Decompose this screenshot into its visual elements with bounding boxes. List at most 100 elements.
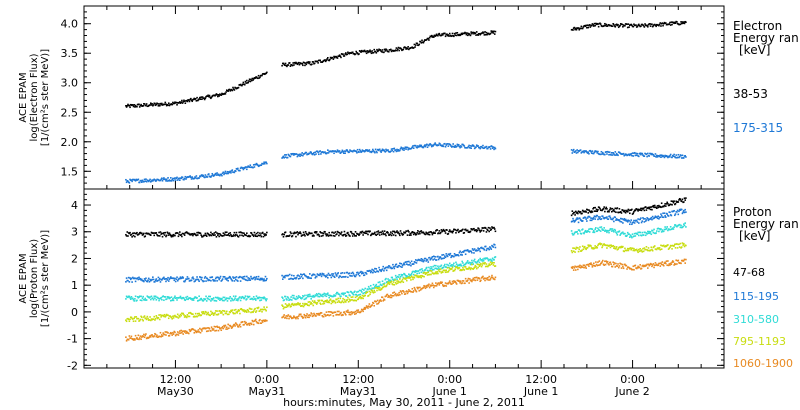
- data-point: [196, 96, 198, 99]
- data-point: [455, 283, 458, 285]
- data-point: [453, 32, 456, 35]
- data-point: [605, 217, 608, 219]
- data-point: [601, 228, 603, 230]
- data-point: [243, 167, 246, 170]
- data-point: [397, 46, 400, 49]
- data-point: [149, 316, 151, 318]
- data-point: [228, 313, 230, 316]
- data-point: [376, 299, 379, 302]
- data-point: [259, 310, 261, 312]
- data-point: [671, 200, 674, 203]
- data-point: [608, 229, 611, 232]
- data-point: [406, 146, 409, 149]
- data-point: [485, 231, 488, 233]
- data-point: [342, 152, 345, 154]
- data-point: [257, 306, 260, 309]
- data-point: [432, 286, 435, 289]
- data-point: [622, 25, 624, 28]
- data-point: [170, 276, 172, 278]
- data-point: [611, 25, 614, 28]
- data-point: [652, 263, 655, 265]
- data-point: [315, 232, 317, 234]
- data-point: [446, 267, 449, 269]
- data-point: [640, 25, 642, 28]
- data-point: [386, 231, 389, 233]
- data-point: [148, 319, 151, 321]
- data-point: [385, 285, 387, 288]
- data-point: [255, 76, 258, 78]
- data-point: [264, 275, 267, 278]
- data-point: [202, 174, 205, 177]
- data-point: [606, 260, 609, 263]
- series-1060-1900: [125, 258, 687, 342]
- data-point: [458, 145, 461, 148]
- data-point: [464, 32, 467, 34]
- data-point: [462, 262, 464, 264]
- data-point: [573, 221, 576, 223]
- data-point: [413, 231, 416, 234]
- data-point: [478, 277, 480, 279]
- data-point: [390, 281, 392, 284]
- data-point: [137, 317, 140, 320]
- data-point: [417, 276, 420, 279]
- data-point: [604, 24, 607, 27]
- series-310-580: [125, 222, 687, 302]
- data-point: [636, 152, 639, 155]
- data-point: [574, 210, 577, 213]
- data-point: [572, 29, 574, 31]
- data-point: [597, 244, 599, 247]
- data-point: [198, 280, 200, 283]
- data-point: [172, 331, 174, 334]
- data-point: [616, 207, 619, 209]
- data-point: [570, 249, 573, 252]
- data-point: [444, 255, 446, 257]
- data-point: [638, 23, 640, 26]
- data-point: [592, 152, 595, 155]
- data-point: [585, 218, 587, 220]
- data-point: [385, 295, 387, 298]
- data-point: [247, 309, 250, 312]
- data-point: [582, 150, 585, 152]
- data-point: [660, 25, 662, 27]
- data-point: [592, 216, 595, 219]
- data-point: [318, 274, 321, 277]
- data-point: [464, 266, 467, 268]
- data-point: [651, 218, 653, 221]
- data-point: [295, 295, 298, 298]
- data-point: [452, 282, 454, 284]
- data-point: [179, 332, 182, 334]
- data-point: [644, 206, 647, 208]
- data-point: [475, 266, 477, 268]
- data-point: [682, 244, 684, 246]
- data-point: [234, 312, 236, 315]
- data-point: [192, 299, 195, 301]
- data-point: [205, 280, 207, 282]
- data-point: [466, 260, 469, 262]
- data-point: [197, 99, 200, 101]
- data-point: [250, 275, 252, 278]
- data-point: [487, 32, 490, 35]
- data-point: [678, 243, 680, 246]
- data-point: [448, 266, 450, 269]
- data-point: [187, 277, 190, 280]
- data-point: [142, 104, 144, 107]
- data-point: [165, 178, 168, 181]
- data-point: [221, 325, 224, 328]
- data-point: [325, 59, 328, 62]
- data-point: [265, 279, 267, 282]
- data-point: [140, 232, 143, 235]
- data-point: [308, 62, 310, 65]
- data-point: [475, 144, 478, 146]
- data-point: [664, 226, 666, 228]
- data-point: [167, 232, 169, 235]
- data-point: [478, 261, 481, 264]
- data-point: [171, 178, 173, 181]
- data-point: [252, 311, 254, 314]
- data-point: [660, 262, 662, 264]
- data-point: [435, 33, 438, 36]
- data-point: [216, 172, 218, 174]
- data-point: [133, 317, 135, 320]
- data-point: [301, 274, 303, 276]
- data-point: [630, 235, 632, 238]
- data-point: [291, 64, 294, 67]
